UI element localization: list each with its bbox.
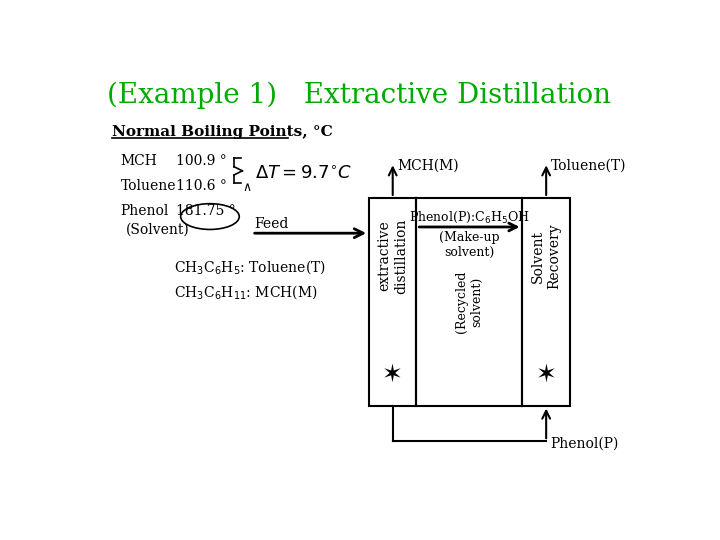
Text: Solvent
Recovery: Solvent Recovery <box>531 223 562 289</box>
Text: 110.6 °: 110.6 ° <box>176 179 228 193</box>
Text: $\Delta T = 9.7^{\circ}C$: $\Delta T = 9.7^{\circ}C$ <box>255 165 351 183</box>
Text: (Example 1)   Extractive Distillation: (Example 1) Extractive Distillation <box>107 82 611 109</box>
Text: (Make-up
solvent): (Make-up solvent) <box>439 231 500 259</box>
Text: MCH: MCH <box>121 154 158 168</box>
Bar <box>369 198 416 406</box>
Bar <box>523 198 570 406</box>
Text: Phenol(P): Phenol(P) <box>551 437 619 451</box>
Text: ✶: ✶ <box>536 362 557 387</box>
Text: CH$_3$C$_6$H$_{11}$: MCH(M): CH$_3$C$_6$H$_{11}$: MCH(M) <box>174 283 318 301</box>
Text: CH$_3$C$_6$H$_5$: Toluene(T): CH$_3$C$_6$H$_5$: Toluene(T) <box>174 258 325 276</box>
Text: (Recycled
solvent): (Recycled solvent) <box>456 271 483 333</box>
Text: (Solvent): (Solvent) <box>126 223 190 237</box>
Text: Feed: Feed <box>255 217 289 231</box>
Text: ✶: ✶ <box>382 362 403 387</box>
Text: 181.75 °: 181.75 ° <box>176 204 236 218</box>
Text: $\wedge$: $\wedge$ <box>242 181 251 194</box>
Text: extractive
distillation: extractive distillation <box>377 218 408 294</box>
Text: 100.9 °: 100.9 ° <box>176 154 228 168</box>
Text: Phenol: Phenol <box>121 204 169 218</box>
Text: Toluene(T): Toluene(T) <box>551 158 626 172</box>
Text: MCH(M): MCH(M) <box>397 158 459 172</box>
Text: Normal Boiling Points, °C: Normal Boiling Points, °C <box>112 125 333 139</box>
Text: Phenol(P):C$_6$H$_5$OH: Phenol(P):C$_6$H$_5$OH <box>409 210 530 225</box>
Text: Toluene: Toluene <box>121 179 176 193</box>
